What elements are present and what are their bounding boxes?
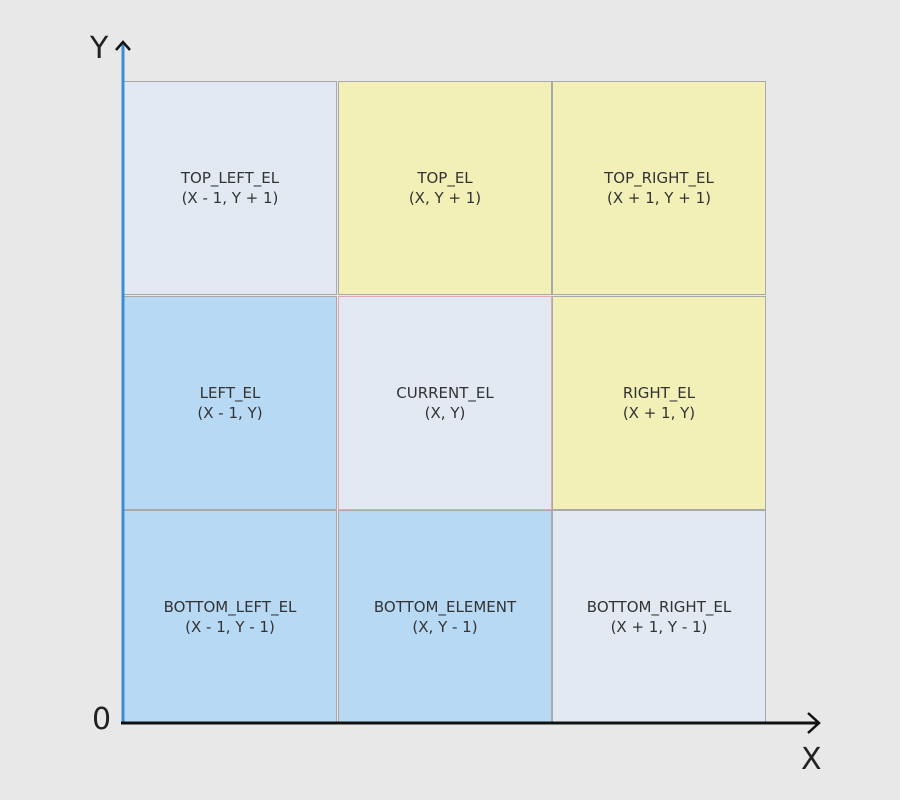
grid-cell-current-el: CURRENT_EL (X, Y)	[338, 296, 552, 510]
grid-cell-bottom-left-el: BOTTOM_LEFT_EL (X - 1, Y - 1)	[123, 510, 337, 724]
cell-coordinates: (X, Y)	[424, 404, 466, 422]
cell-coordinates: (X, Y + 1)	[408, 189, 482, 207]
cell-coordinates: (X, Y - 1)	[412, 618, 478, 636]
cell-coordinates: (X + 1, Y)	[622, 404, 696, 422]
grid-cell-bottom-element: BOTTOM_ELEMENT (X, Y - 1)	[338, 510, 552, 724]
origin-label: 0	[92, 702, 112, 737]
grid-cell-right-el: RIGHT_EL (X + 1, Y)	[552, 296, 766, 510]
x-axis-label: X	[801, 742, 822, 777]
grid-cell-top-right-el: TOP_RIGHT_EL (X + 1, Y + 1)	[552, 81, 766, 295]
cell-coordinates: (X - 1, Y + 1)	[181, 189, 279, 207]
grid-cell-left-el: LEFT_EL (X - 1, Y)	[123, 296, 337, 510]
grid-cell-top-left-el: TOP_LEFT_EL (X - 1, Y + 1)	[123, 81, 337, 295]
cell-name: TOP_RIGHT_EL	[604, 169, 714, 187]
cell-name: TOP_LEFT_EL	[180, 169, 280, 187]
grid-cell-top-el: TOP_EL (X, Y + 1)	[338, 81, 552, 295]
y-axis-arrowhead	[115, 40, 131, 51]
y-axis-label: Y	[90, 31, 109, 66]
cell-coordinates: (X - 1, Y - 1)	[185, 618, 275, 636]
cell-coordinates: (X + 1, Y - 1)	[610, 618, 708, 636]
cell-coordinates: (X + 1, Y + 1)	[607, 189, 711, 207]
x-axis-arrowhead	[807, 712, 821, 734]
cell-name: BOTTOM_RIGHT_EL	[586, 598, 732, 616]
cell-name: RIGHT_EL	[622, 384, 696, 402]
cell-name: BOTTOM_LEFT_EL	[163, 598, 297, 616]
cell-name: CURRENT_EL	[396, 384, 494, 402]
cell-name: LEFT_EL	[199, 384, 261, 402]
grid-cell-bottom-right-el: BOTTOM_RIGHT_EL (X + 1, Y - 1)	[552, 510, 766, 724]
cell-name: TOP_EL	[417, 169, 473, 187]
cell-coordinates: (X - 1, Y)	[197, 404, 263, 422]
cell-name: BOTTOM_ELEMENT	[373, 598, 517, 616]
